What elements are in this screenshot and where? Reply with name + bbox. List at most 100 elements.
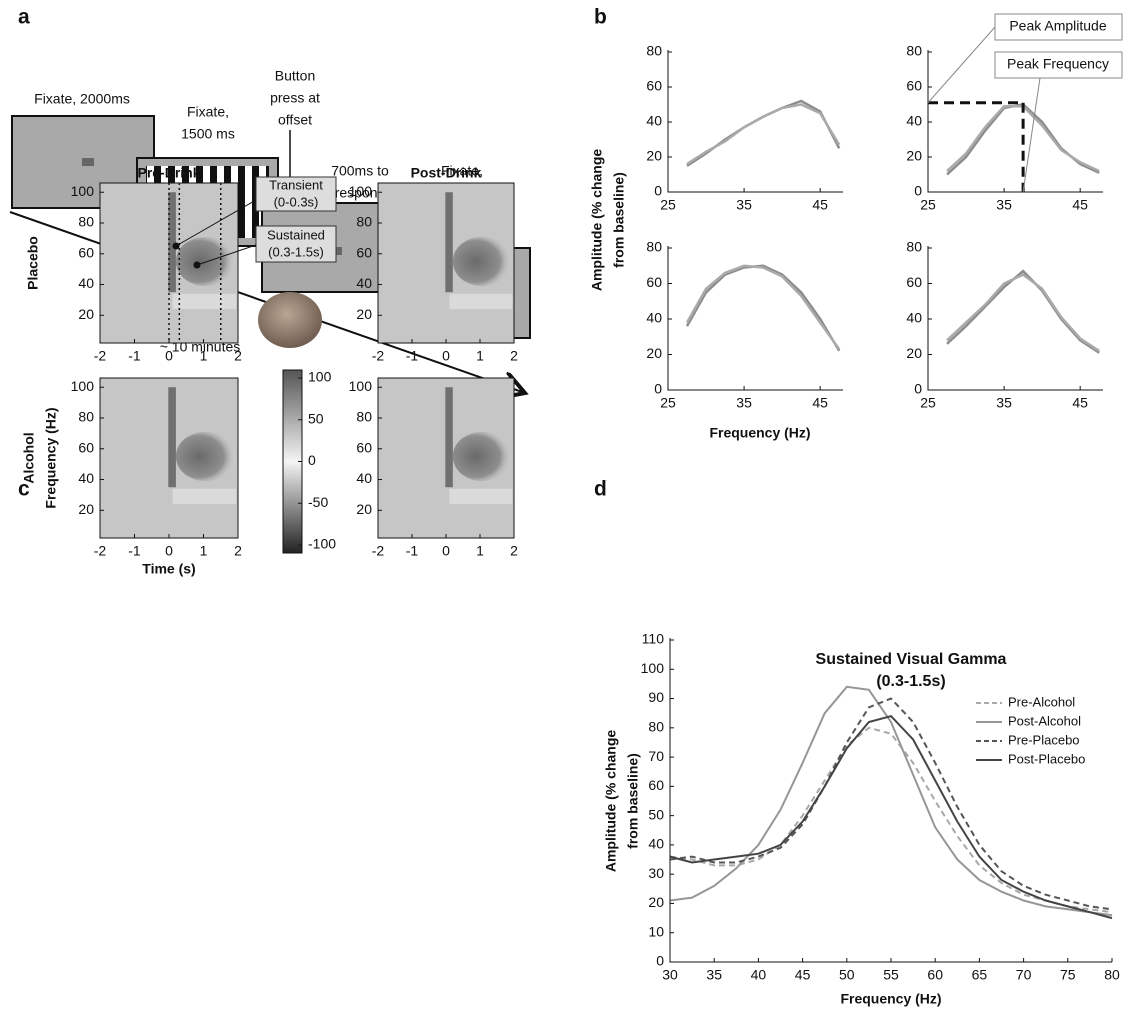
y-tick-label: 80: [356, 214, 372, 230]
y-tick-label: 60: [356, 244, 372, 260]
heatmap-response: [452, 236, 511, 287]
series-line: [685, 264, 841, 350]
y-tick-label: 40: [356, 275, 372, 291]
x-tick-label: 45: [1072, 197, 1088, 213]
y-tick-label: 80: [646, 239, 662, 255]
y-tick-label: 80: [646, 43, 662, 59]
y-tick-label: 60: [648, 777, 664, 793]
y-tick-label: 70: [648, 748, 664, 764]
y-tick-label: 110: [642, 631, 665, 647]
x-tick-label: 35: [996, 395, 1012, 411]
row-title: Alcohol: [21, 432, 37, 483]
callout-box: [255, 176, 337, 212]
heatmap-response: [175, 431, 235, 482]
y-tick-label: 40: [648, 836, 664, 852]
axis: [927, 246, 1103, 391]
annotation: Peak Frequency: [1007, 56, 1109, 72]
panel-label: d: [594, 478, 607, 501]
y-tick-label: 0: [654, 183, 662, 199]
y-tick-label: 0: [654, 381, 662, 397]
series-line: [946, 273, 1100, 352]
callout-box: [255, 225, 337, 263]
panel-label: c: [18, 478, 30, 501]
x-tick-label: 45: [812, 197, 828, 213]
x-tick-label: 25: [920, 395, 936, 411]
heatmap-onset: [445, 192, 453, 293]
row-title: Placebo: [25, 236, 41, 290]
legend-label: Pre-Alcohol: [1008, 694, 1075, 709]
x-tick-label: 1: [476, 348, 484, 364]
series-line: [669, 697, 1113, 911]
x-tick-label: -2: [94, 348, 107, 364]
y-tick-label: 20: [646, 148, 662, 164]
x-tick-label: 70: [1016, 967, 1032, 983]
series-line: [685, 264, 841, 352]
chart-title: Sustained Visual Gamma: [816, 651, 1007, 668]
panel-b-callouts: [994, 13, 1123, 79]
column-title: Pre-Drink: [137, 165, 200, 181]
x-tick-label: 40: [751, 967, 767, 983]
y-tick-label: 80: [78, 409, 94, 425]
y-tick-label: 20: [356, 501, 372, 517]
colorbar-tick-label: -50: [308, 494, 328, 510]
window-label: (0-0.3s): [274, 194, 319, 209]
y-tick-label: 40: [356, 470, 372, 486]
y-axis-label: from baseline): [611, 172, 627, 268]
heatmap-band: [172, 488, 237, 505]
button-note: offset: [278, 112, 312, 128]
column-title: Post-Drink: [411, 165, 482, 181]
y-tick-label: 40: [646, 310, 662, 326]
y-tick-label: 40: [906, 113, 922, 129]
x-tick-label: -1: [406, 543, 419, 559]
y-tick-label: 30: [648, 865, 664, 881]
callout-box: [994, 51, 1123, 79]
heatmap-response: [175, 236, 235, 287]
callout-line: [1022, 77, 1041, 193]
y-tick-label: 60: [78, 244, 94, 260]
y-tick-label: 60: [906, 78, 922, 94]
x-tick-label: 25: [660, 197, 676, 213]
fixation-dot: [82, 158, 94, 166]
x-tick-label: -2: [372, 543, 385, 559]
x-tick-label: 2: [510, 348, 518, 364]
x-tick-label: 45: [795, 967, 811, 983]
button-note: press at: [270, 90, 320, 106]
y-tick-label: 20: [78, 306, 94, 322]
x-axis-label: Frequency (Hz): [840, 991, 941, 1007]
y-tick-label: 20: [906, 345, 922, 361]
colorbar-tick-label: 0: [308, 452, 316, 468]
legend-label: Pre-Placebo: [1008, 732, 1080, 747]
x-tick-label: 0: [165, 348, 173, 364]
x-tick-label: 45: [812, 395, 828, 411]
x-tick-label: 1: [200, 348, 208, 364]
x-tick-label: 75: [1060, 967, 1076, 983]
callout-line: [196, 244, 257, 266]
y-tick-label: 20: [78, 501, 94, 517]
heatmap-band: [449, 293, 513, 310]
y-tick-label: 80: [78, 214, 94, 230]
heatmap-onset: [168, 387, 176, 488]
x-tick-label: -1: [406, 348, 419, 364]
screen-caption: respond: [335, 185, 386, 201]
screen-caption: Fixate, 2000ms: [34, 91, 130, 107]
y-tick-label: 100: [641, 660, 665, 676]
y-tick-label: 0: [656, 953, 664, 969]
y-tick-label: 60: [646, 78, 662, 94]
callout-line: [927, 26, 996, 104]
screen-caption: 1500 ms: [181, 126, 235, 142]
x-tick-label: 50: [839, 967, 855, 983]
x-tick-label: 30: [662, 967, 678, 983]
y-tick-label: 10: [648, 923, 664, 939]
y-tick-label: 80: [906, 43, 922, 59]
button-note: Button: [275, 68, 315, 84]
x-tick-label: 35: [996, 197, 1012, 213]
x-tick-label: -1: [128, 543, 141, 559]
y-tick-label: 20: [356, 306, 372, 322]
y-tick-label: 40: [646, 113, 662, 129]
y-axis-label: Amplitude (% change: [603, 730, 619, 873]
x-tick-label: 65: [972, 967, 988, 983]
y-tick-label: 100: [349, 378, 373, 394]
y-tick-label: 100: [349, 183, 373, 199]
x-tick-label: 35: [736, 197, 752, 213]
